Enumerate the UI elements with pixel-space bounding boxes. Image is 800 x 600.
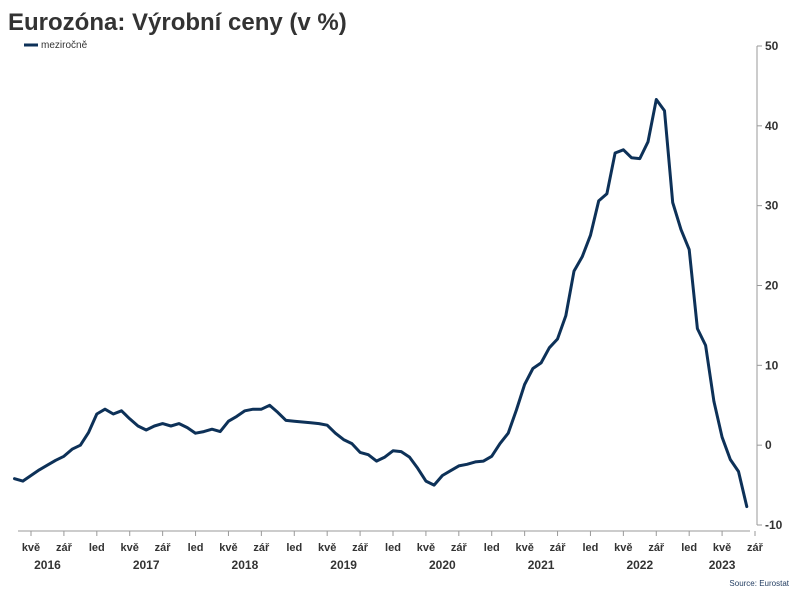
- y-tick-label: 30: [765, 199, 779, 213]
- y-tick-label: 10: [765, 358, 779, 372]
- x-tick-label: led: [286, 542, 302, 554]
- x-tick-label: zář: [451, 542, 468, 554]
- x-tick-label: zář: [155, 542, 172, 554]
- x-tick-label: kvě: [318, 542, 336, 554]
- y-tick-label: 40: [765, 119, 779, 133]
- x-tick-label: kvě: [515, 542, 533, 554]
- chart-title: Eurozóna: Výrobní ceny (v %): [8, 9, 347, 36]
- x-year-label: 2017: [133, 558, 160, 572]
- x-axis: kvě zář led kvě zář led kvě zář led kvě zář led kvě z…: [18, 530, 764, 572]
- x-year-label: 2022: [626, 558, 653, 572]
- x-tick-label: zář: [352, 542, 369, 554]
- x-tick-label: kvě: [614, 542, 632, 554]
- y-tick-label: -10: [765, 518, 783, 532]
- legend: meziročně: [24, 40, 88, 51]
- x-tick-label: zář: [56, 542, 73, 554]
- x-year-label: 2018: [232, 558, 259, 572]
- plot-area: [13, 98, 749, 509]
- legend-label: meziročně: [41, 40, 88, 51]
- y-tick-label: 0: [765, 438, 772, 452]
- x-tick-label: kvě: [713, 542, 731, 554]
- series-line: [13, 98, 749, 509]
- x-tick-label: led: [681, 542, 697, 554]
- x-tick-label: zář: [747, 542, 764, 554]
- x-tick-label: zář: [550, 542, 567, 554]
- x-year-label: 2019: [330, 558, 357, 572]
- source-note: Source: Eurostat: [729, 579, 789, 588]
- x-tick-label: kvě: [121, 542, 139, 554]
- x-tick-label: led: [89, 542, 105, 554]
- x-year-label: 2016: [34, 558, 61, 572]
- x-tick-label: kvě: [417, 542, 435, 554]
- x-tick-label: kvě: [22, 542, 40, 554]
- x-tick-label: led: [484, 542, 500, 554]
- y-tick-label: 50: [765, 39, 779, 53]
- x-year-label: 2020: [429, 558, 456, 572]
- y-axis: 50 40 30 20 10 0 -10: [756, 39, 783, 532]
- x-tick-label: led: [385, 542, 401, 554]
- x-tick-label: kvě: [219, 542, 237, 554]
- x-tick-label: led: [188, 542, 204, 554]
- x-tick-label: zář: [648, 542, 665, 554]
- x-tick-label: led: [583, 542, 599, 554]
- x-tick-label: zář: [253, 542, 270, 554]
- x-year-label: 2021: [528, 558, 555, 572]
- x-year-label: 2023: [709, 558, 736, 572]
- y-tick-label: 20: [765, 279, 779, 293]
